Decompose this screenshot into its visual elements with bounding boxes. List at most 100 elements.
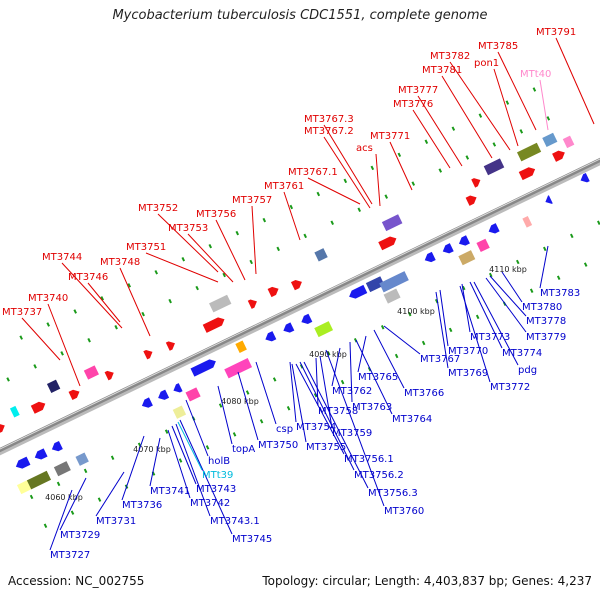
track-dot	[70, 510, 75, 515]
label-leader-line	[47, 303, 81, 387]
label-leader-line	[331, 347, 341, 387]
track-dot	[570, 233, 574, 239]
label-leader-line	[315, 357, 319, 407]
label-leader-line	[175, 423, 211, 517]
track-dot	[313, 392, 318, 398]
track-dot	[56, 481, 61, 487]
track-dot	[330, 220, 334, 226]
gene-label: MT3767.1	[288, 167, 338, 178]
gene-arrow	[265, 331, 277, 342]
track-dot	[397, 152, 402, 158]
label-leader-line	[299, 361, 355, 471]
gene-label: MT3752	[138, 203, 178, 214]
gene-label: MT3748	[100, 257, 140, 268]
gene-label: MT3791	[536, 27, 576, 38]
label-leader-line	[461, 283, 471, 333]
track-dot	[505, 100, 510, 105]
label-leader-line	[61, 262, 123, 329]
gene-label: MT3741	[150, 486, 190, 497]
gene-feature	[75, 452, 89, 466]
gene-arrow	[471, 178, 481, 188]
gene-label: MT3757	[232, 195, 272, 206]
backbone-highlight	[0, 158, 600, 450]
gene-label: MT3731	[96, 516, 136, 527]
gene-label: MT3758	[318, 406, 358, 417]
track-dot	[245, 390, 250, 395]
gene-arrow	[51, 440, 63, 452]
gene-arrow	[442, 243, 454, 254]
track-dot	[556, 275, 561, 280]
gene-label: MT3772	[490, 382, 530, 393]
gene-arrow	[173, 383, 183, 393]
gene-label: MT3756.3	[368, 488, 418, 499]
gene-feature	[26, 470, 52, 490]
gene-feature	[172, 405, 187, 419]
gene-feature	[522, 216, 533, 228]
label-leader-line	[95, 471, 125, 517]
backbone-line	[0, 157, 600, 453]
scale-tick-label: 4080 kbp	[221, 397, 259, 406]
gene-label: MTt40	[520, 69, 551, 80]
label-leader-line	[357, 335, 367, 373]
gene-feature	[476, 238, 490, 253]
track-dot	[357, 207, 362, 212]
gene-label: MT3779	[526, 332, 566, 343]
track-dot	[286, 406, 291, 411]
label-leader-line	[179, 419, 233, 535]
gene-label: MT3767.3	[304, 114, 354, 125]
track-dot	[60, 351, 64, 356]
label-leader-line	[291, 363, 307, 443]
label-leader-line	[295, 363, 345, 455]
gene-arrow	[290, 279, 302, 291]
track-dot	[218, 403, 223, 408]
gene-label: MT3729	[60, 530, 100, 541]
gene-label: MT3742	[190, 498, 230, 509]
gene-arrow	[465, 195, 477, 206]
label-leader-line	[439, 289, 449, 347]
gene-arrow	[580, 172, 590, 183]
gene-label: MT3756	[196, 209, 236, 220]
label-leader-line	[185, 399, 209, 457]
label-leader-line	[167, 429, 191, 499]
track-dot	[380, 324, 385, 330]
gene-label: MT3761	[264, 181, 304, 192]
track-dot	[289, 204, 294, 210]
track-dot	[546, 116, 551, 121]
gene-label: MT3740	[28, 293, 68, 304]
gene-feature	[516, 142, 542, 162]
label-leader-line	[49, 489, 73, 551]
label-leader-line	[501, 271, 523, 303]
track-dot	[583, 262, 588, 267]
scale-tick-label: 4110 kbp	[489, 265, 527, 274]
gene-label: pon1	[474, 58, 499, 69]
gene-label: MT3767	[420, 354, 460, 365]
label-leader-line	[325, 349, 385, 507]
track-dot	[222, 272, 226, 278]
track-dot	[326, 351, 331, 356]
track-dot	[492, 142, 497, 147]
track-dot	[340, 379, 345, 385]
label-leader-line	[171, 425, 197, 485]
gene-label: MT3773	[470, 332, 510, 343]
gene-arrow	[190, 359, 216, 377]
track-dot	[394, 353, 399, 359]
label-leader-line	[473, 281, 519, 366]
gene-arrow	[301, 313, 313, 324]
track-dot	[232, 432, 237, 437]
track-dot	[488, 272, 493, 278]
gene-label: MT3781	[422, 65, 462, 76]
track-dot	[448, 327, 453, 333]
label-leader-line	[323, 124, 373, 205]
gene-label: MT3743	[196, 484, 236, 495]
track-dot	[519, 129, 524, 134]
gene-label: MT3778	[526, 316, 566, 327]
scale-tick-label: 4070 kbp	[133, 445, 171, 454]
track-dot	[205, 445, 210, 450]
track-dot	[384, 194, 389, 199]
gene-label: MT3765	[358, 372, 398, 383]
track-dot	[303, 233, 307, 239]
track-dot	[370, 165, 375, 171]
gene-arrow	[458, 235, 470, 246]
